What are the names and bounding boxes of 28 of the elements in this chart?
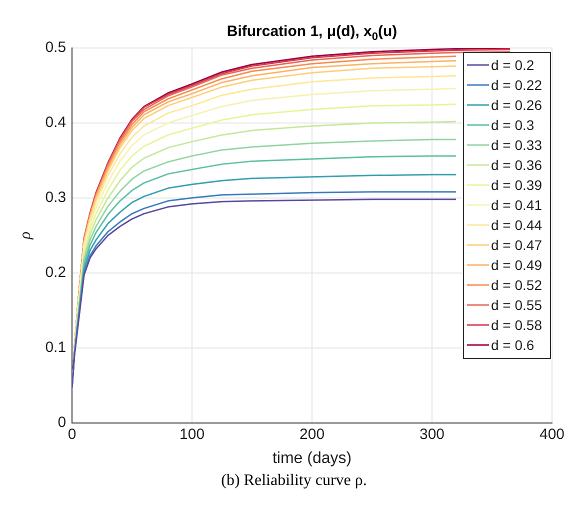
x-tick-label: 400 bbox=[539, 426, 565, 443]
x-tick-label: 300 bbox=[419, 426, 445, 443]
x-tick-label: 200 bbox=[300, 426, 325, 443]
legend-label: d = 0.47 bbox=[491, 236, 542, 253]
legend-label: d = 0.33 bbox=[491, 136, 542, 153]
x-tick-label: 100 bbox=[180, 426, 205, 443]
legend-label: d = 0.58 bbox=[491, 316, 542, 333]
legend-label: d = 0.6 bbox=[491, 336, 534, 353]
x-axis-title: time (days) bbox=[272, 450, 352, 467]
legend-label: d = 0.52 bbox=[491, 276, 542, 293]
text: (b) Reliability curve ρ. bbox=[220, 472, 368, 490]
legend-label: d = 0.3 bbox=[491, 116, 534, 133]
legend-label: d = 0.22 bbox=[491, 76, 542, 93]
legend-label: d = 0.26 bbox=[491, 96, 542, 113]
legend-label: d = 0.36 bbox=[491, 156, 542, 173]
y-tick-label: 0.4 bbox=[45, 114, 66, 132]
legend-label: d = 0.55 bbox=[491, 296, 542, 313]
y-tick-label: 0.5 bbox=[45, 39, 66, 56]
y-tick-label: 0.3 bbox=[45, 189, 66, 206]
legend-label: d = 0.39 bbox=[491, 176, 542, 193]
legend-label: d = 0.49 bbox=[491, 256, 542, 273]
legend-label: d = 0.44 bbox=[491, 216, 542, 233]
y-tick-label: 0.2 bbox=[45, 264, 66, 282]
legend-label: d = 0.41 bbox=[491, 196, 542, 213]
y-tick-label: 0 bbox=[58, 414, 66, 431]
legend-label: d = 0.2 bbox=[491, 56, 534, 73]
y-tick-label: 0.1 bbox=[45, 338, 66, 356]
y-axis-title: ρ bbox=[16, 231, 34, 240]
